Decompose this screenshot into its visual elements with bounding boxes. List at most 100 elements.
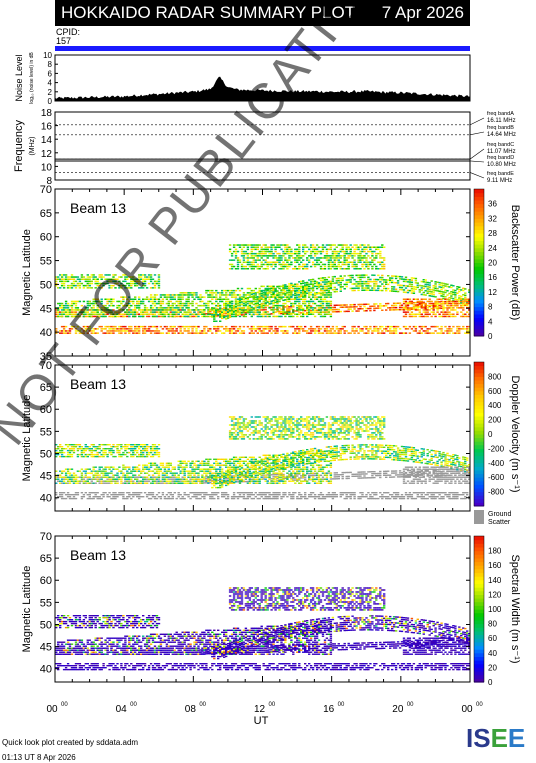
- power-cell: [264, 300, 267, 302]
- power-cell: [286, 300, 289, 303]
- power-cell: [424, 294, 427, 296]
- power-cell: [383, 268, 386, 270]
- power-cell: [60, 311, 64, 313]
- noise-ytick-label: 10: [43, 51, 52, 60]
- power-cell: [349, 261, 352, 263]
- power-cell: [282, 244, 285, 246]
- power-cell: [298, 332, 301, 334]
- power-cell: [387, 283, 390, 286]
- power-cell: [331, 280, 335, 282]
- power-cell: [300, 295, 303, 298]
- power-cell: [347, 261, 350, 263]
- velocity-cell: [155, 494, 159, 496]
- power-cell: [343, 257, 346, 259]
- power-cell: [349, 252, 352, 255]
- power-cell: [140, 278, 143, 280]
- power-cell: [288, 293, 291, 296]
- velocity-cell: [157, 466, 161, 468]
- power-cell: [120, 328, 123, 330]
- power-cell: [373, 289, 376, 291]
- power-cell: [367, 283, 370, 285]
- power-cell: [72, 300, 76, 303]
- power-cell: [274, 246, 277, 248]
- power-cell: [298, 281, 301, 283]
- power-cell: [197, 315, 200, 318]
- velocity-cell: [136, 466, 139, 468]
- power-cell: [296, 332, 299, 334]
- power-cell: [84, 325, 87, 328]
- power-cell: [114, 330, 117, 332]
- power-cell: [333, 244, 336, 246]
- power-cell: [444, 296, 447, 298]
- power-cell: [246, 302, 250, 305]
- power-cell: [183, 315, 186, 318]
- power-cell: [317, 277, 321, 280]
- power-cell: [335, 282, 338, 284]
- power-cell: [88, 309, 91, 311]
- power-cell: [258, 250, 261, 253]
- power-cell: [302, 282, 305, 284]
- power-cell: [309, 281, 313, 283]
- power-cell: [66, 284, 70, 287]
- power-cell: [321, 281, 325, 283]
- power-cell: [221, 332, 224, 334]
- power-cell: [353, 287, 356, 289]
- power-cell: [100, 328, 103, 330]
- power-cell: [165, 328, 169, 330]
- power-cell: [367, 330, 370, 332]
- power-cell: [359, 252, 362, 255]
- power-cell: [161, 311, 165, 313]
- power-cell: [400, 304, 404, 306]
- power-cell: [266, 246, 269, 248]
- power-cell: [223, 294, 226, 296]
- power-cell: [213, 325, 216, 328]
- power-cell: [282, 299, 285, 302]
- power-cell: [462, 289, 465, 292]
- power-cell: [319, 289, 323, 292]
- power-cell: [68, 284, 72, 287]
- power-cell: [248, 307, 252, 309]
- velocity-cell: [102, 494, 105, 496]
- power-cell: [319, 288, 323, 290]
- power-cell: [308, 283, 311, 286]
- velocity-cell: [100, 478, 103, 480]
- power-cell: [323, 313, 327, 315]
- power-cell: [361, 259, 364, 261]
- power-cell: [130, 284, 133, 287]
- power-cell: [262, 259, 265, 261]
- power-cell: [110, 325, 113, 328]
- power-cell: [304, 330, 307, 332]
- power-cell: [270, 309, 273, 311]
- velocity-cell: [142, 470, 145, 472]
- freq-ytick-label: 10: [41, 162, 53, 173]
- power-cell: [294, 296, 297, 299]
- power-cell: [300, 261, 303, 263]
- power-cell: [329, 302, 333, 305]
- power-cell: [171, 315, 174, 318]
- power-cell: [331, 278, 335, 280]
- power-cell: [302, 298, 305, 300]
- power-cell: [329, 246, 333, 248]
- power-cell: [90, 302, 93, 305]
- power-cell: [138, 298, 141, 300]
- power-cell: [325, 257, 329, 259]
- power-cell: [361, 274, 364, 276]
- power-cell: [300, 328, 303, 330]
- power-cell: [88, 287, 91, 289]
- power-cell: [294, 292, 297, 295]
- power-cell: [363, 332, 366, 334]
- power-cell: [66, 309, 70, 311]
- power-cell: [270, 265, 273, 268]
- power-cell: [355, 274, 358, 277]
- power-cell: [98, 325, 101, 328]
- power-cell: [331, 332, 335, 334]
- power-cell: [72, 313, 76, 315]
- power-cell: [207, 330, 210, 332]
- power-cell: [215, 332, 218, 334]
- power-cell: [78, 300, 82, 303]
- power-cell: [246, 287, 250, 290]
- power-cell: [274, 308, 277, 311]
- power-cell: [234, 305, 238, 308]
- power-cell: [357, 248, 360, 251]
- power-cell: [264, 289, 267, 291]
